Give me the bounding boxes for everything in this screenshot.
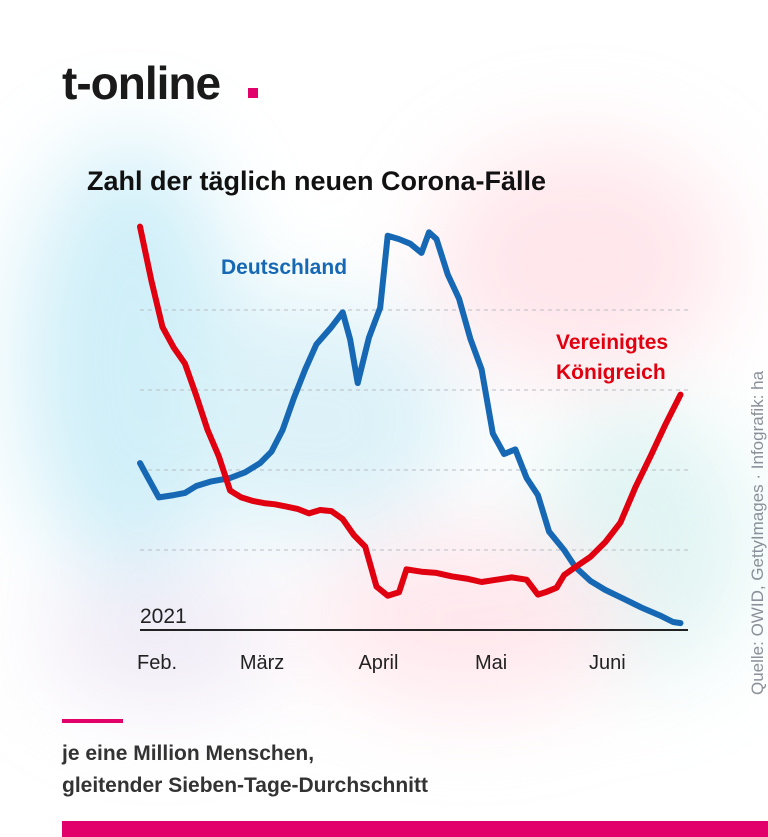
x-tick-label-2: März (240, 652, 284, 674)
note-line-1: je eine Million Menschen, (62, 742, 315, 765)
series-label-germany: Deutschland (221, 256, 347, 279)
series-label-uk-line1: Vereinigtes (556, 331, 668, 354)
chart-title: Zahl der täglich neuen Corona-Fälle (87, 166, 547, 196)
accent-line (62, 719, 123, 723)
gridlines (140, 309, 688, 551)
bottom-accent-bar (62, 821, 768, 837)
series-label-uk-line2: Königreich (556, 361, 666, 384)
series-lines (137, 223, 684, 627)
source-credit: Quelle: OWID, GettyImages · Infografik: … (748, 370, 767, 695)
t-online-logo: t-online (62, 56, 221, 110)
logo-text: t-online (62, 57, 221, 109)
x-tick-label-1: Feb. (137, 652, 177, 674)
x-tick-label-5: Juni (589, 652, 626, 674)
series-line-germany (137, 229, 684, 627)
logo-dot (248, 88, 258, 98)
x-tick-label-3: April (358, 652, 398, 674)
chart-note: je eine Million Menschen, gleitender Sie… (62, 738, 428, 802)
x-tick-label-4: Mai (475, 652, 507, 674)
series-line-uk (137, 223, 684, 599)
year-label: 2021 (140, 605, 187, 628)
note-line-2: gleitender Sieben-Tage-Durchschnitt (62, 774, 428, 797)
x-tick-labels: Feb. März April Mai Juni (137, 652, 626, 674)
